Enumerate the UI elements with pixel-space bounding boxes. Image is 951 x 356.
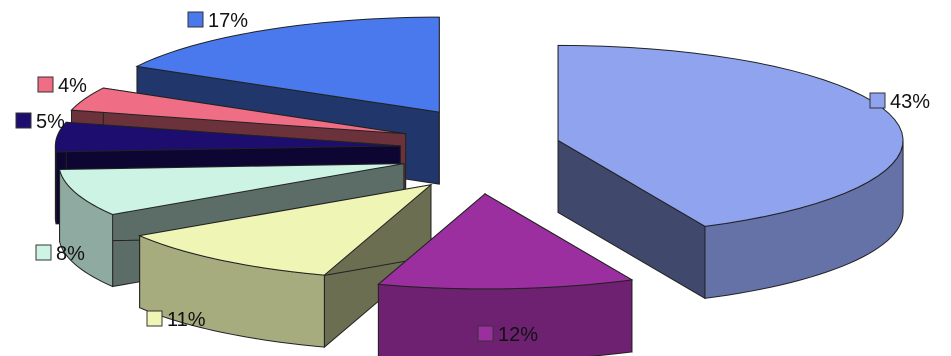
pie-slice-top-3 xyxy=(58,163,405,216)
slice-label-swatch-2 xyxy=(146,310,163,327)
pie-slice-top-6 xyxy=(135,16,440,113)
slice-label-4: 5% xyxy=(15,111,65,133)
slice-label-swatch-6 xyxy=(187,11,204,28)
pie-slice-0 xyxy=(557,44,904,300)
slice-label-text-6: 17% xyxy=(208,10,248,32)
pie-slice-top-0 xyxy=(557,44,904,227)
slice-label-swatch-1 xyxy=(477,325,494,342)
slice-label-2: 11% xyxy=(146,309,206,331)
slice-label-swatch-3 xyxy=(35,244,52,261)
slice-label-text-3: 8% xyxy=(56,243,85,265)
slice-label-text-0: 43% xyxy=(890,91,930,113)
slice-label-swatch-4 xyxy=(15,112,32,129)
pie-slice-top-1 xyxy=(377,193,634,290)
slice-label-5: 4% xyxy=(37,75,87,97)
pie-slice-side-4-0 xyxy=(54,145,57,224)
slice-label-text-5: 4% xyxy=(58,75,87,97)
slice-label-text-4: 5% xyxy=(36,111,65,133)
slice-label-text-2: 11% xyxy=(167,309,206,331)
pie-slice-1 xyxy=(377,192,634,356)
slice-label-6: 17% xyxy=(187,10,248,32)
slice-label-0: 43% xyxy=(869,91,930,113)
pie-slice-top-4 xyxy=(54,121,401,153)
slice-label-swatch-0 xyxy=(869,92,886,109)
pie-slice-top-5 xyxy=(70,87,406,135)
pie-slice-2 xyxy=(137,183,433,349)
pie-slice-top-2 xyxy=(137,183,433,276)
slice-label-3: 8% xyxy=(35,243,85,265)
slice-label-1: 12% xyxy=(477,324,538,346)
slice-label-text-1: 12% xyxy=(498,324,538,346)
slice-label-swatch-5 xyxy=(37,76,54,93)
